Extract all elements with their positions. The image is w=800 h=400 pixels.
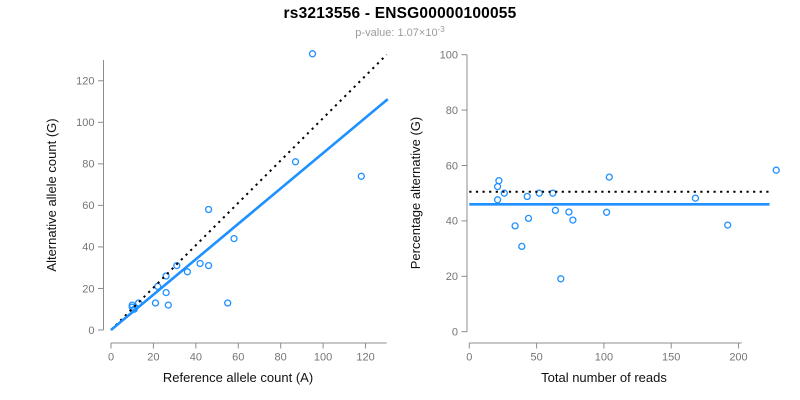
x-tick-label: 200 — [729, 352, 747, 364]
y-axis-title: Alternative allele count (G) — [44, 118, 59, 271]
data-point — [511, 222, 519, 230]
data-point — [535, 189, 543, 197]
data-point — [569, 216, 577, 224]
data-point — [557, 275, 565, 283]
data-point — [164, 301, 172, 309]
data-point — [196, 259, 204, 268]
data-point — [565, 208, 573, 216]
data-point — [524, 214, 533, 223]
y-tick-label: 60 — [446, 160, 458, 172]
x-tick-label: 150 — [662, 352, 680, 364]
left-scatter-plot: 0 20 40 60 80 100 120 0 20 40 60 80 100 120 Reference … — [44, 50, 389, 385]
expected-ratio-dotted-line — [110, 53, 388, 331]
data-point — [204, 205, 213, 214]
data-point — [162, 288, 170, 297]
data-point — [551, 206, 560, 215]
chart-title: rs3213556 - ENSG00000100055 — [283, 5, 517, 22]
data-point — [230, 234, 238, 243]
x-tick-label: 0 — [108, 352, 114, 364]
data-point — [162, 272, 170, 280]
y-tick-label: 20 — [82, 283, 94, 295]
y-tick-label: 80 — [82, 159, 94, 171]
data-point — [183, 268, 192, 276]
data-point — [500, 189, 508, 197]
data-point — [549, 189, 557, 197]
y-tick-label: 60 — [82, 200, 94, 212]
data-point — [224, 299, 232, 307]
y-tick-label: 20 — [446, 271, 458, 283]
x-axis-title: Total number of reads — [541, 370, 667, 385]
chart-subtitle: p-value: 1.07×10-3 — [0, 25, 800, 39]
data-point — [173, 261, 181, 270]
pvalue-text: p-value: 1.07×10 — [355, 27, 438, 39]
data-point — [605, 173, 613, 181]
x-axis-title: Reference allele count (A) — [163, 370, 313, 385]
right-scatter-plot: 0 20 40 60 80 100 0 50 100 150 200 Total number of … — [408, 50, 780, 385]
y-tick-label: 100 — [76, 117, 94, 129]
x-tick-label: 120 — [356, 352, 374, 364]
data-point — [772, 166, 780, 174]
y-tick-label: 100 — [440, 50, 458, 62]
x-tick-label: 100 — [314, 352, 332, 364]
y-tick-label: 40 — [82, 242, 94, 254]
x-tick-label: 20 — [147, 352, 159, 364]
fitted-ratio-line — [110, 98, 389, 331]
y-tick-label: 0 — [452, 327, 458, 339]
data-point — [724, 221, 732, 229]
x-tick-label: 60 — [232, 352, 244, 364]
x-tick-label: 100 — [595, 352, 613, 364]
data-point — [523, 192, 531, 201]
data-point — [495, 177, 503, 185]
y-tick-label: 0 — [88, 325, 94, 337]
data-point — [291, 158, 300, 166]
y-tick-label: 120 — [76, 76, 94, 88]
data-point — [493, 196, 502, 204]
data-point — [602, 208, 611, 216]
pvalue-exponent: -3 — [437, 25, 445, 34]
y-tick-label: 40 — [446, 216, 458, 228]
data-point — [518, 242, 526, 251]
data-point — [308, 50, 317, 58]
data-point — [357, 172, 365, 180]
data-point — [151, 299, 160, 307]
x-tick-label: 40 — [190, 352, 202, 364]
x-tick-label: 50 — [530, 352, 542, 364]
x-tick-label: 0 — [466, 352, 472, 364]
y-axis-title: Percentage alternative (G) — [408, 117, 423, 269]
data-point — [493, 182, 502, 191]
data-point — [204, 261, 213, 270]
data-point — [691, 194, 700, 202]
y-tick-label: 80 — [446, 105, 458, 117]
x-tick-label: 80 — [275, 352, 287, 364]
